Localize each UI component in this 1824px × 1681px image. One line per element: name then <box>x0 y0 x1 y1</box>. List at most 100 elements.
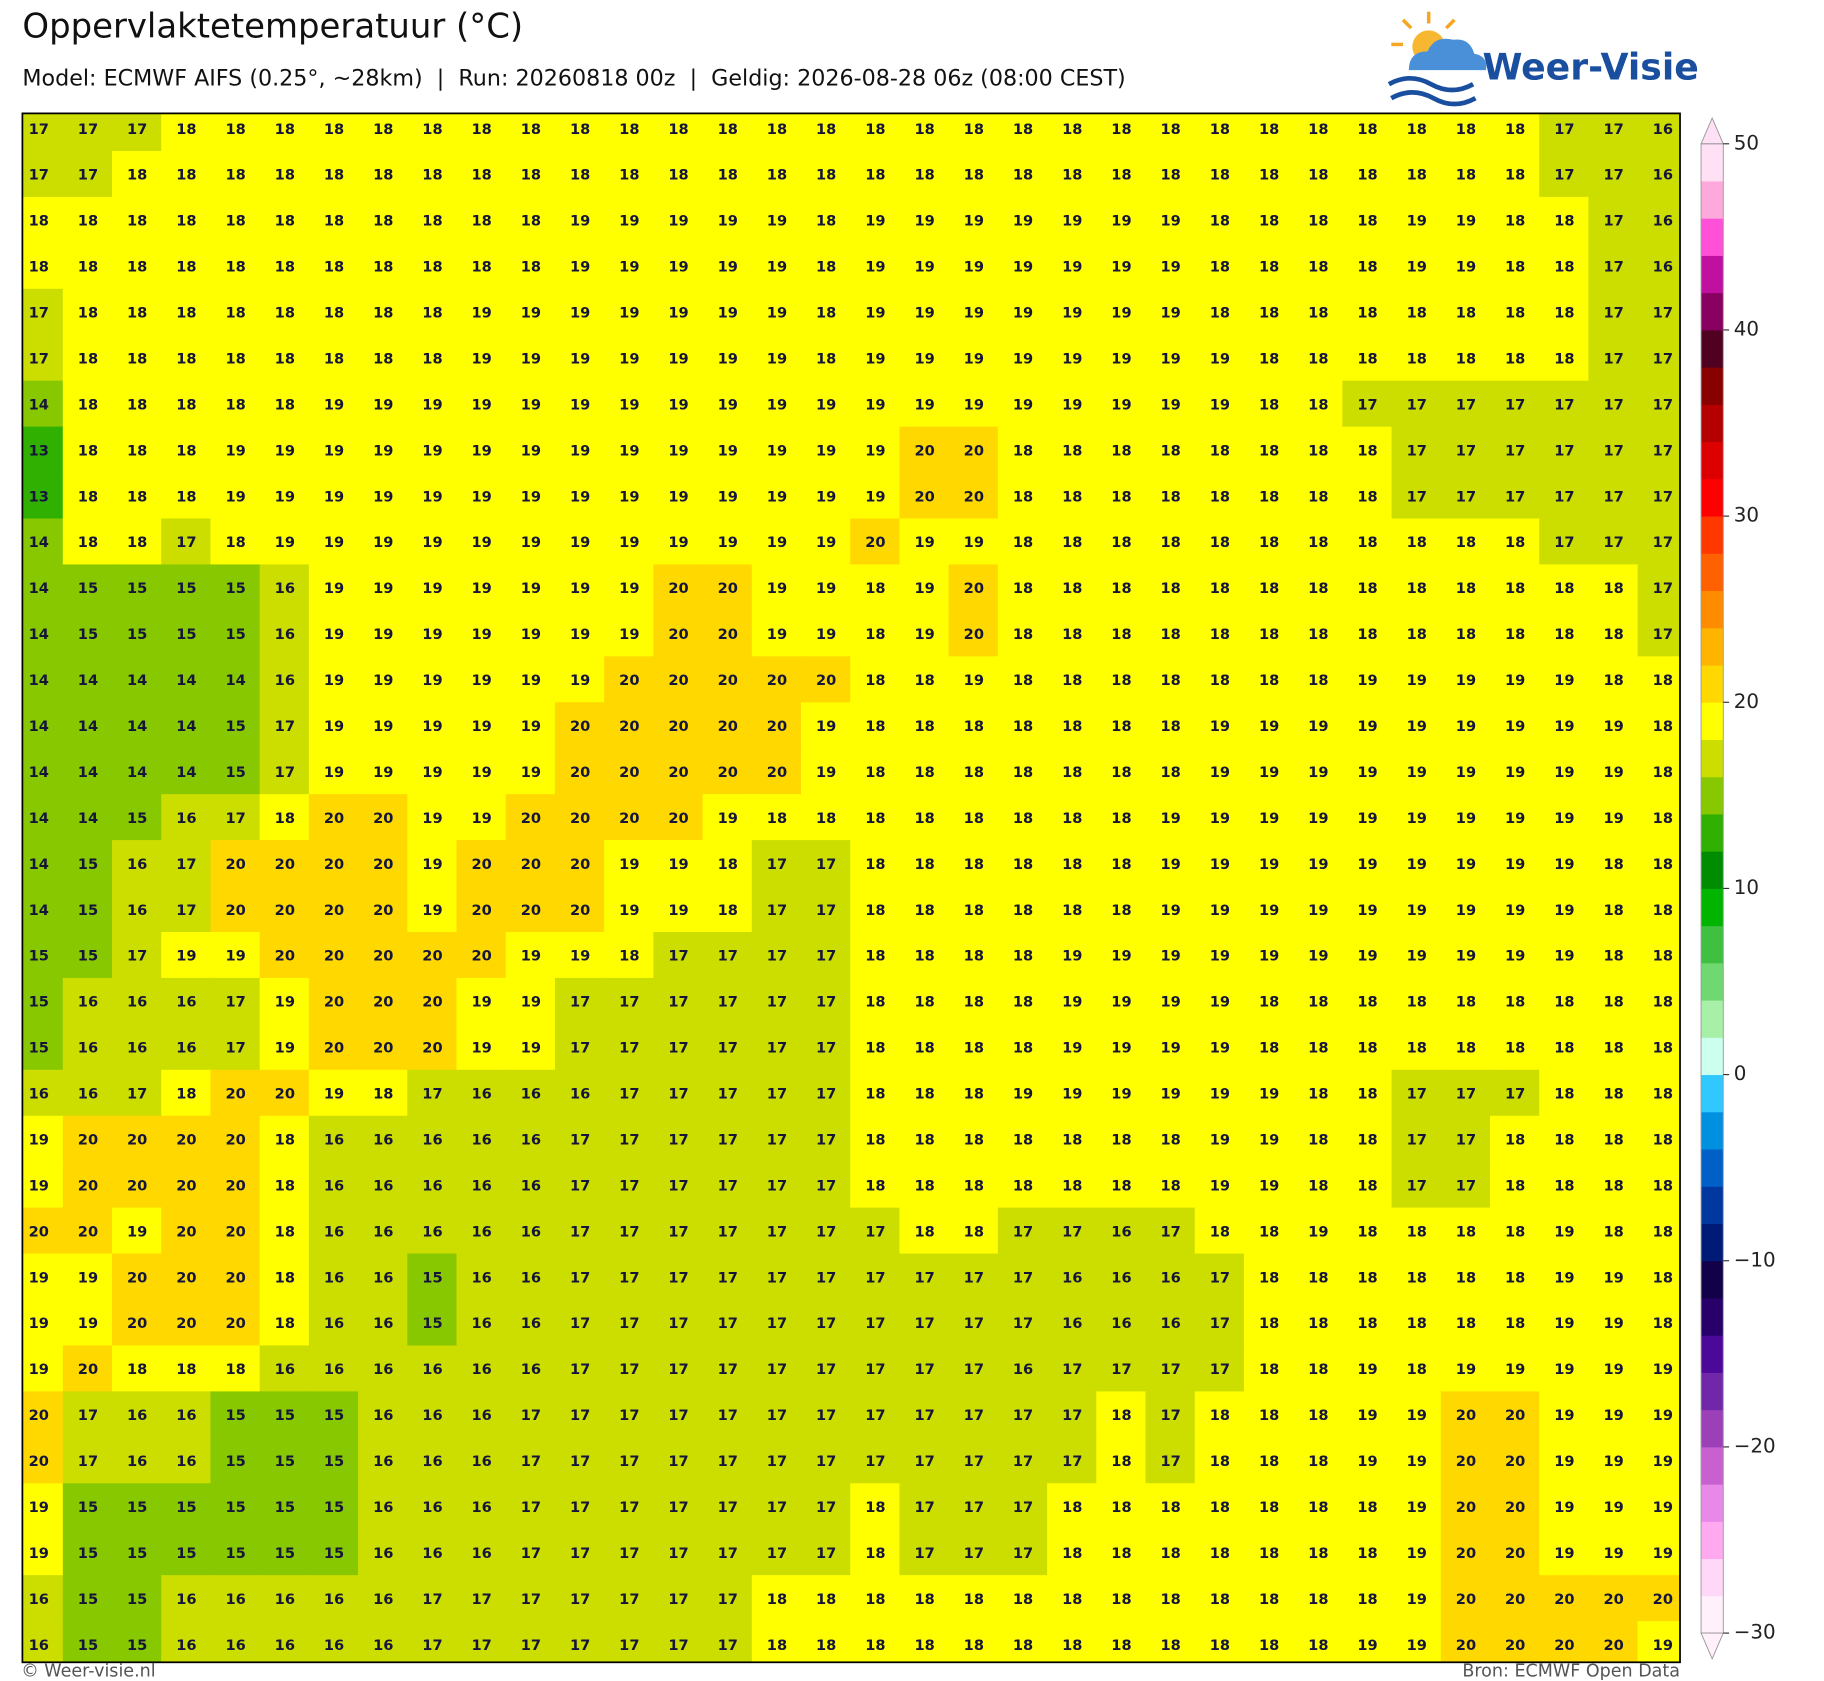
temperature-cell <box>751 656 803 704</box>
temperature-label: 18 <box>1505 534 1525 551</box>
temperature-cell <box>112 748 163 796</box>
colorbar-band <box>1701 367 1724 405</box>
temperature-label: 18 <box>1603 948 1623 965</box>
temperature-label: 18 <box>1407 350 1427 367</box>
temperature-label: 16 <box>422 1453 442 1470</box>
temperature-label: 17 <box>668 1499 688 1516</box>
temperature-label: 19 <box>78 1269 98 1286</box>
temperature-cell <box>1539 702 1590 750</box>
temperature-label: 19 <box>865 488 885 505</box>
temperature-label: 19 <box>619 350 639 367</box>
temperature-cell <box>1047 196 1098 245</box>
temperature-cell <box>1293 656 1344 704</box>
temperature-label: 17 <box>521 1545 541 1562</box>
temperature-label: 18 <box>1308 1361 1328 1378</box>
temperature-label: 18 <box>1308 1545 1328 1562</box>
temperature-label: 20 <box>570 810 590 827</box>
temperature-label: 19 <box>1161 213 1181 230</box>
temperature-label: 17 <box>1407 1131 1427 1148</box>
temperature-label: 18 <box>1603 1086 1623 1103</box>
temperature-cell <box>505 288 557 336</box>
temperature-label: 20 <box>29 1453 49 1470</box>
temperature-label: 19 <box>1456 810 1476 827</box>
temperature-label: 18 <box>1407 994 1427 1011</box>
temperature-label: 17 <box>1357 396 1377 413</box>
temperature-label: 17 <box>1456 1177 1476 1194</box>
temperature-label: 18 <box>1111 1131 1131 1148</box>
temperature-label: 18 <box>1505 626 1525 643</box>
colorbar-band <box>1701 1372 1724 1411</box>
temperature-cell <box>1391 472 1442 520</box>
temperature-label: 18 <box>373 305 393 322</box>
temperature-label: 19 <box>324 396 344 413</box>
temperature-cell <box>456 518 507 566</box>
temperature-cell <box>210 113 261 153</box>
temperature-label: 18 <box>275 1131 295 1148</box>
temperature-cell <box>112 656 163 704</box>
temperature-cell <box>1096 113 1147 153</box>
temperature-label: 17 <box>29 305 49 322</box>
temperature-cell <box>1194 196 1246 245</box>
temperature-label: 19 <box>1456 213 1476 230</box>
temperature-label: 19 <box>1505 672 1525 689</box>
temperature-label: 19 <box>619 856 639 873</box>
temperature-label: 16 <box>29 1086 49 1103</box>
temperature-cell <box>604 113 655 153</box>
temperature-cell <box>505 656 557 704</box>
temperature-label: 19 <box>521 764 541 781</box>
temperature-label: 18 <box>1111 626 1131 643</box>
temperature-label: 18 <box>964 764 984 781</box>
temperature-cell <box>1293 610 1344 658</box>
temperature-label: 20 <box>324 948 344 965</box>
temperature-label: 18 <box>1161 121 1181 138</box>
temperature-label: 19 <box>1653 1637 1673 1654</box>
temperature-cell <box>62 610 114 658</box>
temperature-label: 18 <box>1554 213 1574 230</box>
temperature-label: 17 <box>1161 1223 1181 1240</box>
temperature-label: 20 <box>1456 1407 1476 1424</box>
temperature-label: 19 <box>914 534 934 551</box>
temperature-label: 17 <box>1603 488 1623 505</box>
temperature-cell <box>407 334 458 382</box>
temperature-label: 16 <box>472 1177 492 1194</box>
temperature-label: 20 <box>668 672 688 689</box>
temperature-label: 19 <box>1259 810 1279 827</box>
temperature-cell <box>456 288 507 336</box>
temperature-label: 18 <box>914 810 934 827</box>
temperature-label: 16 <box>176 1407 196 1424</box>
temperature-cell <box>1145 242 1196 290</box>
temperature-label: 16 <box>373 1131 393 1148</box>
temperature-label: 19 <box>521 350 541 367</box>
temperature-label: 19 <box>1161 948 1181 965</box>
temperature-label: 18 <box>1210 1637 1230 1654</box>
temperature-cell <box>358 150 409 199</box>
temperature-label: 19 <box>29 1315 49 1332</box>
temperature-label: 18 <box>1210 580 1230 597</box>
temperature-label: 18 <box>914 1040 934 1057</box>
temperature-label: 19 <box>718 442 738 459</box>
temperature-label: 16 <box>176 1040 196 1057</box>
temperature-label: 19 <box>225 488 245 505</box>
temperature-label: 18 <box>914 1591 934 1608</box>
temperature-cell <box>997 380 1049 428</box>
temperature-label: 14 <box>127 718 147 735</box>
temperature-cell <box>850 196 901 245</box>
temperature-cell <box>1490 288 1541 336</box>
temperature-label: 18 <box>1161 442 1181 459</box>
temperature-label: 19 <box>964 213 984 230</box>
temperature-label: 19 <box>472 718 492 735</box>
temperature-label: 17 <box>619 1407 639 1424</box>
temperature-cell <box>751 472 803 520</box>
temperature-label: 14 <box>29 580 49 597</box>
temperature-cell <box>456 426 507 474</box>
temperature-label: 19 <box>668 902 688 919</box>
temperature-label: 18 <box>275 305 295 322</box>
temperature-label: 18 <box>324 213 344 230</box>
temperature-label: 15 <box>422 1315 442 1332</box>
temperature-label: 15 <box>78 948 98 965</box>
temperature-label: 18 <box>1111 764 1131 781</box>
temperature-cell <box>1342 610 1393 658</box>
colorbar-band <box>1701 441 1724 480</box>
temperature-label: 16 <box>324 1591 344 1608</box>
